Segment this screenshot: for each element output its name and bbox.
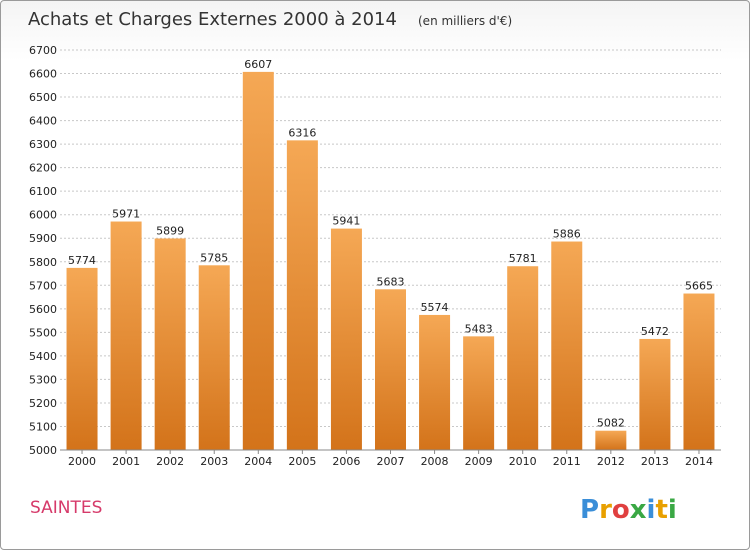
x-tick-label: 2000	[68, 455, 96, 468]
bar-value-label: 5941	[332, 215, 360, 228]
x-axis-ticks: 2000 2001 2002 2003 2004 2005 2006 2007 2008 2009…	[68, 450, 713, 468]
y-tick-label: 6000	[29, 209, 57, 222]
x-tick-label: 2010	[509, 455, 537, 468]
bar	[419, 314, 451, 450]
bar	[683, 293, 715, 450]
x-tick-label: 2005	[288, 455, 316, 468]
y-tick-label: 6600	[29, 68, 57, 81]
bar-value-label: 5665	[685, 280, 713, 293]
bar-value-label: 5472	[641, 325, 669, 338]
y-tick-label: 6300	[29, 138, 57, 151]
y-tick-label: 5900	[29, 232, 57, 245]
bar	[198, 265, 230, 450]
logo-letter: i	[668, 495, 677, 525]
bars: 5774 5971 5899 5785 6607 6316 5941 5683 5574 5483…	[66, 58, 715, 450]
bar-value-label: 5483	[465, 322, 493, 335]
y-tick-label: 6700	[29, 44, 57, 57]
logo-letter: t	[655, 495, 667, 525]
y-tick-label: 5700	[29, 279, 57, 292]
bar	[330, 228, 362, 450]
logo-letter: P	[580, 495, 599, 525]
x-tick-label: 2007	[377, 455, 405, 468]
y-axis-ticks: 5000 5100 5200 5300 5400 5500 5600 5700 5800 5900…	[29, 44, 57, 457]
bar-value-label: 5785	[200, 251, 228, 264]
city-name: SAINTES	[30, 498, 102, 518]
bar	[639, 338, 671, 450]
x-tick-label: 2001	[112, 455, 140, 468]
bar-value-label: 5971	[112, 208, 140, 221]
y-tick-label: 5400	[29, 350, 57, 363]
bar	[154, 238, 186, 450]
bar-value-label: 5683	[377, 275, 405, 288]
bar-value-label: 5574	[421, 301, 449, 314]
y-tick-label: 5500	[29, 326, 57, 339]
y-tick-label: 5800	[29, 256, 57, 269]
bar	[375, 289, 406, 450]
bar-value-label: 6316	[288, 126, 316, 139]
y-tick-label: 5600	[29, 303, 57, 316]
x-tick-label: 2004	[244, 455, 272, 468]
bar	[286, 140, 318, 450]
x-tick-label: 2009	[465, 455, 493, 468]
logo-letter: x	[630, 495, 647, 525]
x-tick-label: 2002	[156, 455, 184, 468]
chart-title: Achats et Charges Externes 2000 à 2014	[28, 9, 397, 30]
proxiti-logo: Proxiti	[580, 495, 677, 525]
bar	[507, 266, 539, 450]
bar	[110, 221, 142, 450]
bar-value-label: 5886	[553, 228, 581, 241]
bar-value-label: 5781	[509, 252, 537, 265]
x-tick-label: 2006	[332, 455, 360, 468]
bar-value-label: 5774	[68, 254, 96, 267]
x-tick-label: 2014	[685, 455, 713, 468]
bar	[551, 241, 583, 450]
logo-letter: r	[599, 495, 612, 525]
bar	[66, 267, 98, 450]
chart-subtitle: (en milliers d'€)	[418, 14, 512, 28]
bar-value-label: 6607	[244, 58, 272, 71]
bar	[242, 71, 274, 450]
x-tick-label: 2012	[597, 455, 625, 468]
x-tick-label: 2008	[421, 455, 449, 468]
bar	[463, 336, 495, 450]
logo-letter: o	[612, 495, 630, 525]
y-tick-label: 5000	[29, 444, 57, 457]
y-tick-label: 6400	[29, 115, 57, 128]
logo-letter: i	[647, 495, 656, 525]
x-tick-label: 2013	[641, 455, 669, 468]
y-tick-label: 5300	[29, 373, 57, 386]
y-tick-label: 6500	[29, 91, 57, 104]
x-tick-label: 2011	[553, 455, 581, 468]
y-tick-label: 5100	[29, 420, 57, 433]
y-tick-label: 6100	[29, 185, 57, 198]
bar-value-label: 5899	[156, 224, 184, 237]
bar	[595, 430, 627, 450]
y-tick-label: 5200	[29, 397, 57, 410]
y-tick-label: 6200	[29, 162, 57, 175]
x-tick-label: 2003	[200, 455, 228, 468]
bar-value-label: 5082	[597, 417, 625, 430]
